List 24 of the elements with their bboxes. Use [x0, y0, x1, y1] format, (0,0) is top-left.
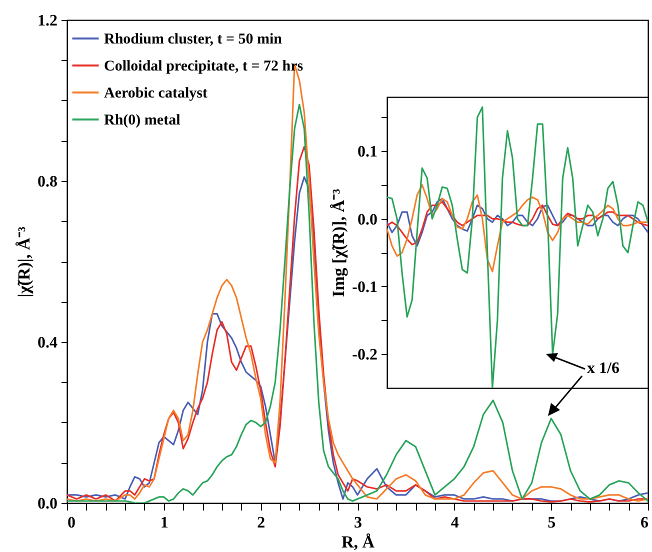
y-tick-label: -0.2 [352, 346, 378, 364]
x-tick-label: 3 [354, 514, 362, 532]
legend-label: Rh(0) metal [104, 112, 180, 128]
annotation: x 1/6 [587, 360, 620, 378]
x-tick-label: 5 [548, 514, 556, 532]
x-tick-label: 6 [640, 514, 648, 532]
y-tick-label: 0.4 [38, 334, 58, 352]
x-tick-label: 2 [257, 514, 266, 532]
line-series [387, 106, 648, 388]
y-axis-title: |χ̃(R)|, Å⁻³ [14, 226, 34, 298]
x-tick-label: 0 [68, 514, 76, 532]
y-tick-label: 0.1 [358, 144, 378, 161]
line-series [387, 184, 648, 272]
x-tick-label: 1 [160, 514, 168, 532]
x-tick-label: 4 [450, 514, 459, 532]
y-tick-label: 0.0 [38, 496, 58, 512]
legend-label: Aerobic catalyst [104, 86, 208, 102]
y-axis-title: Img [χ̃(R)], Å⁻³ [329, 188, 348, 298]
y-tick-label: -0.1 [352, 278, 378, 296]
x-axis-title: R, Å [341, 532, 376, 552]
legend-label: Rhodium cluster, t = 50 min [104, 32, 283, 48]
y-tick-label: 1.2 [38, 12, 58, 30]
y-tick-label: 0.0 [358, 211, 378, 228]
y-tick-label: 0.8 [38, 174, 58, 190]
